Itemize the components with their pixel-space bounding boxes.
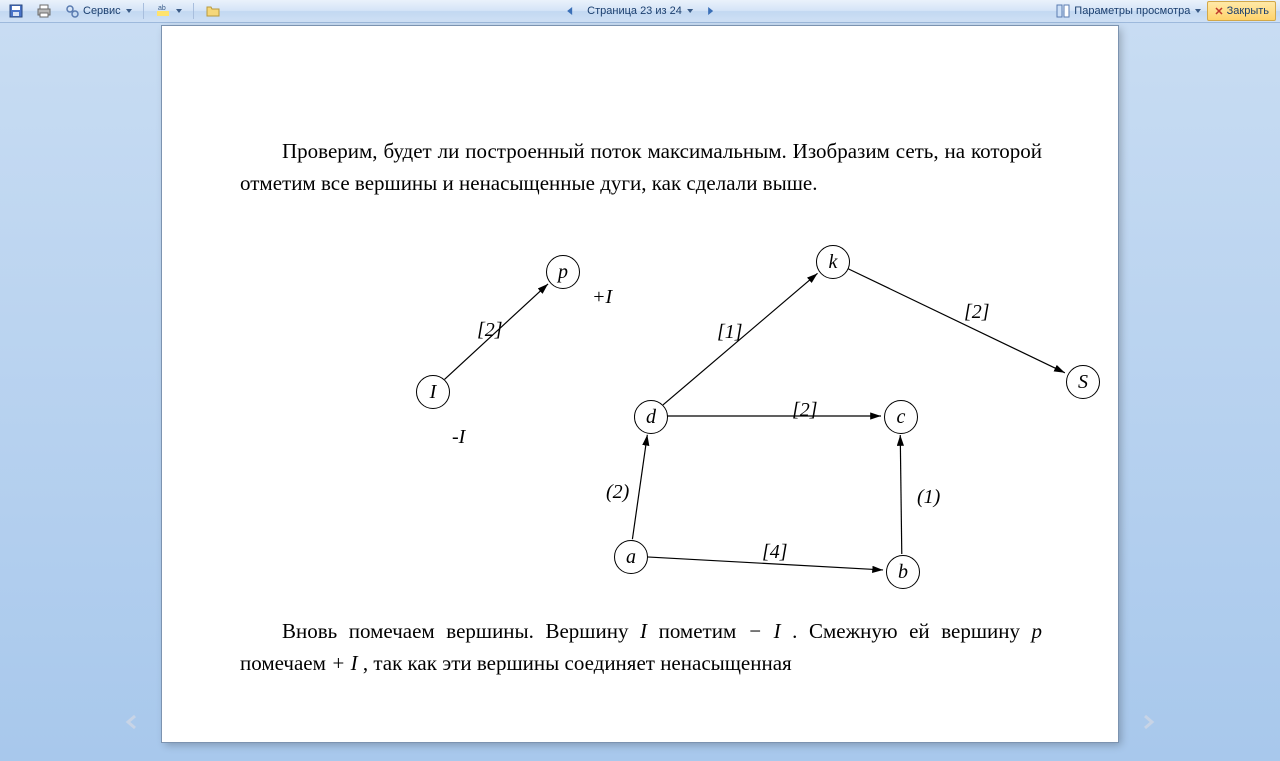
p2-b: пометим <box>659 619 748 643</box>
highlight-icon: ab <box>155 3 171 19</box>
folder-icon <box>205 3 221 19</box>
graph-edge-b-c <box>900 435 902 554</box>
toolbar-right: Параметры просмотра ✕ Закрыть <box>1051 1 1280 21</box>
graph-node-k: k <box>816 245 850 279</box>
graph-node-I: I <box>416 375 450 409</box>
page-scroll-left[interactable] <box>122 712 142 732</box>
folder-button[interactable] <box>201 2 225 20</box>
graph-annotation: -I <box>452 426 465 449</box>
p2-c: . Смежную ей вершину <box>792 619 1031 643</box>
chevron-down-icon <box>1195 9 1201 13</box>
chevron-down-icon <box>687 9 693 13</box>
edge-label-a-b: [4] <box>762 541 788 564</box>
graph-node-p: p <box>546 255 580 289</box>
edge-label-d-c: [2] <box>792 399 818 422</box>
p2-I1: I <box>640 619 647 643</box>
paragraph-1-text: Проверим, будет ли построенный поток мак… <box>240 139 1042 195</box>
graph-edge-k-S <box>847 268 1065 372</box>
tools-label: Сервис <box>83 3 121 19</box>
tools-icon <box>64 3 80 19</box>
view-options-button[interactable]: Параметры просмотра <box>1051 2 1205 20</box>
chevron-down-icon <box>126 9 132 13</box>
page-next-button[interactable] <box>699 3 721 19</box>
separator <box>143 3 144 19</box>
highlight-button[interactable]: ab <box>151 2 186 20</box>
graph-edges <box>372 241 1072 601</box>
edge-label-k-S: [2] <box>964 301 990 324</box>
print-button[interactable] <box>32 2 56 20</box>
paragraph-1: Проверим, будет ли построенный поток мак… <box>240 136 1042 199</box>
page-indicator-label: Страница 23 из 24 <box>587 3 682 19</box>
p2-e: , так как эти вершины соединяет ненасыще… <box>363 651 792 675</box>
graph-node-a: a <box>614 540 648 574</box>
graph-edge-a-d <box>632 435 647 539</box>
page-prev-button[interactable] <box>559 3 581 19</box>
save-button[interactable] <box>4 2 28 20</box>
document-area: Проверим, будет ли построенный поток мак… <box>0 22 1280 761</box>
chevron-down-icon <box>176 9 182 13</box>
close-button[interactable]: ✕ Закрыть <box>1207 1 1276 21</box>
toolbar: Сервис ab Страница 23 из 24 <box>0 0 1280 23</box>
view-options-icon <box>1055 3 1071 19</box>
p2-plusI: + I <box>331 651 357 675</box>
p2-a: Вновь помечаем вершины. Вершину <box>282 619 640 643</box>
toolbar-left: Сервис ab <box>0 2 225 20</box>
p2-minusI: − I <box>748 619 781 643</box>
save-icon <box>8 3 24 19</box>
print-icon <box>36 3 52 19</box>
page-scroll-right[interactable] <box>1138 712 1158 732</box>
graph-node-S: S <box>1066 365 1100 399</box>
graph-node-c: c <box>884 400 918 434</box>
document-page: Проверим, будет ли построенный поток мак… <box>162 26 1118 742</box>
view-options-label: Параметры просмотра <box>1074 3 1190 19</box>
graph-node-b: b <box>886 555 920 589</box>
graph-node-d: d <box>634 400 668 434</box>
network-graph: IpdkcSab [2][1][2][2](2)(1)[4]+I-I <box>372 241 1072 601</box>
edge-label-I-p: [2] <box>477 319 503 342</box>
edge-label-b-c: (1) <box>917 486 940 509</box>
graph-annotation: +I <box>592 286 612 309</box>
tools-button[interactable]: Сервис <box>60 2 136 20</box>
p2-p: p <box>1032 619 1043 643</box>
edge-label-d-k: [1] <box>717 321 743 344</box>
separator <box>193 3 194 19</box>
svg-text:ab: ab <box>158 5 166 12</box>
close-icon: ✕ <box>1214 5 1223 18</box>
close-label: Закрыть <box>1227 5 1269 17</box>
p2-d: помечаем <box>240 651 331 675</box>
page-indicator-button[interactable]: Страница 23 из 24 <box>583 2 697 20</box>
paragraph-2: Вновь помечаем вершины. Вершину I помети… <box>240 616 1042 679</box>
page-navigator: Страница 23 из 24 <box>559 2 721 20</box>
edge-label-a-d: (2) <box>606 481 629 504</box>
